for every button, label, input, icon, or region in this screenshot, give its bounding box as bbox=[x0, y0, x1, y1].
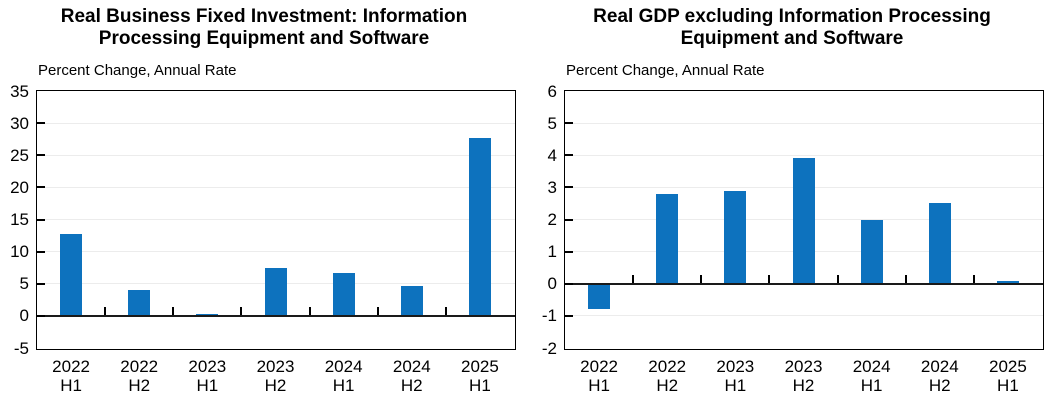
bar-2025-h1 bbox=[996, 280, 1019, 284]
gridline bbox=[37, 122, 515, 124]
chart-gdp-excluding: Real GDP excluding Information Processin… bbox=[528, 0, 1056, 404]
bar-2024-h1 bbox=[332, 272, 355, 316]
chart-title-line: Real GDP excluding Information Processin… bbox=[593, 6, 991, 27]
y-axis-tick bbox=[565, 282, 573, 285]
gridline bbox=[565, 315, 1043, 317]
bar-2025-h1 bbox=[468, 137, 491, 316]
x-category-label: 2024 H1 bbox=[852, 357, 891, 395]
y-axis-tick bbox=[37, 314, 45, 317]
x-axis-tick bbox=[768, 274, 771, 283]
y-tick-label: 0 bbox=[19, 306, 29, 326]
bar-2023-h2 bbox=[264, 267, 287, 316]
y-tick-label: 5 bbox=[547, 113, 557, 133]
x-category-label: 2023 H1 bbox=[188, 357, 227, 395]
gridline bbox=[37, 219, 515, 220]
x-axis-tick bbox=[904, 274, 907, 283]
chart-title-line: Real Business Fixed Investment: Informat… bbox=[60, 6, 468, 27]
y-axis-tick bbox=[565, 122, 573, 125]
x-axis-tick bbox=[104, 306, 107, 315]
x-axis-tick bbox=[632, 274, 635, 283]
bar-2024-h2 bbox=[400, 285, 423, 316]
gridline bbox=[565, 154, 1043, 156]
x-axis-tick bbox=[240, 306, 243, 315]
bar-2022-h1 bbox=[588, 283, 611, 310]
axis-unit-label: Percent Change, Annual Rate bbox=[566, 62, 765, 79]
x-axis-tick bbox=[972, 274, 975, 283]
gridline bbox=[37, 186, 515, 188]
x-category-label: 2023 H2 bbox=[256, 357, 295, 395]
plot-area: -2 -1 0 1 2 3 4 5 6 2022 H1 2022 H2 2023 H1 2023 H2 2… bbox=[542, 83, 1044, 395]
y-axis-tick bbox=[565, 218, 573, 221]
y-tick-label: 0 bbox=[547, 274, 557, 294]
y-tick-label: -1 bbox=[541, 306, 557, 326]
y-tick-label: 15 bbox=[10, 210, 29, 229]
zero-axis-line bbox=[565, 282, 1043, 285]
y-tick-label: -2 bbox=[541, 338, 557, 358]
chart-title-line: Processing Equipment and Software bbox=[98, 28, 430, 49]
gridline bbox=[37, 251, 515, 253]
x-axis-tick bbox=[308, 306, 311, 315]
x-category-label: 2024 H2 bbox=[920, 357, 959, 395]
y-tick-label: 10 bbox=[10, 242, 29, 262]
x-axis-tick bbox=[172, 306, 175, 315]
y-axis-tick bbox=[37, 282, 45, 285]
x-category-label: 2022 H2 bbox=[648, 357, 687, 395]
bar-2023-h1 bbox=[724, 190, 747, 284]
x-category-label: 2023 H2 bbox=[784, 357, 823, 395]
x-category-label: 2024 H1 bbox=[324, 357, 363, 395]
y-axis-tick bbox=[37, 186, 45, 189]
y-tick-label: 30 bbox=[10, 113, 29, 133]
axis-unit-label: Percent Change, Annual Rate bbox=[38, 62, 237, 79]
bar-2024-h2 bbox=[928, 203, 951, 284]
y-tick-label: 5 bbox=[19, 274, 29, 294]
y-axis-tick bbox=[37, 250, 45, 253]
y-axis-tick bbox=[37, 218, 45, 221]
x-category-label: 2023 H1 bbox=[716, 357, 755, 395]
x-axis-tick bbox=[836, 274, 839, 283]
chart-title-line: Equipment and Software bbox=[680, 28, 904, 49]
y-axis-tick bbox=[565, 314, 573, 317]
x-category-label: 2022 H2 bbox=[120, 357, 159, 395]
y-axis-tick bbox=[565, 154, 573, 157]
x-axis-tick bbox=[376, 306, 379, 315]
y-tick-label: 25 bbox=[10, 145, 29, 165]
x-category-label: 2024 H2 bbox=[392, 357, 431, 395]
y-tick-label: 1 bbox=[547, 242, 557, 262]
chart-title: Real GDP excluding Information Processin… bbox=[552, 6, 1032, 50]
chart-business-investment: Real Business Fixed Investment: Informat… bbox=[10, 6, 516, 395]
y-axis-tick bbox=[37, 122, 45, 125]
x-axis-tick bbox=[444, 306, 447, 315]
x-category-label: 2022 H1 bbox=[580, 357, 618, 395]
x-category-label: 2025 H1 bbox=[989, 357, 1027, 395]
y-axis-tick bbox=[37, 154, 45, 157]
y-tick-label: 6 bbox=[547, 81, 557, 101]
y-axis-tick bbox=[565, 186, 573, 189]
y-tick-label: 20 bbox=[10, 177, 29, 197]
x-axis-tick bbox=[700, 274, 703, 283]
plot-area: -5 0 5 10 15 20 25 30 35 2022 H1 2022 H2 2023 H1 202… bbox=[10, 83, 516, 395]
y-tick-label: -5 bbox=[13, 338, 29, 358]
y-tick-label: 2 bbox=[547, 210, 557, 229]
bar-2022-h1 bbox=[60, 234, 83, 316]
x-category-label: 2025 H1 bbox=[461, 357, 499, 395]
y-tick-label: 35 bbox=[10, 81, 29, 101]
bar-2024-h1 bbox=[860, 219, 883, 284]
y-tick-label: 3 bbox=[547, 177, 557, 197]
bar-2022-h2 bbox=[656, 193, 679, 284]
chart-title: Real Business Fixed Investment: Informat… bbox=[24, 6, 504, 50]
y-tick-label: 4 bbox=[547, 145, 557, 165]
x-category-label: 2022 H1 bbox=[52, 357, 90, 395]
gridline bbox=[37, 154, 515, 156]
zero-axis-line bbox=[37, 314, 515, 317]
gridline bbox=[565, 122, 1043, 124]
bar-2022-h2 bbox=[128, 290, 151, 316]
bar-2023-h2 bbox=[792, 158, 815, 284]
y-axis-tick bbox=[565, 250, 573, 253]
